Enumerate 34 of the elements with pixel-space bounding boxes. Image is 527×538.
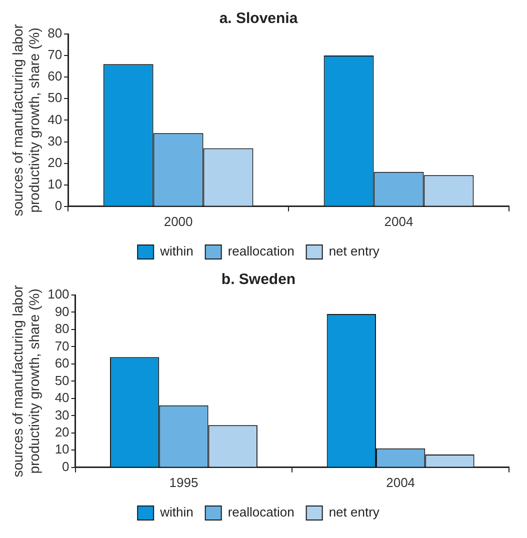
y-tick-label: 70 [48, 47, 62, 62]
y-tick-label: 80 [48, 26, 62, 41]
y-tick-label: 10 [48, 176, 62, 192]
y-tick-label: 30 [54, 407, 70, 422]
legend-label: net entry [328, 504, 380, 520]
y-tick-label: 50 [54, 372, 70, 388]
y-tick-label: 70 [54, 338, 70, 354]
y-tick-label: 60 [54, 356, 70, 371]
y-tick-label: 20 [48, 154, 62, 170]
y-tick-label: 0 [54, 198, 62, 213]
x-tick-label: 2004 [384, 214, 414, 229]
x-tick-label: 1995 [169, 474, 198, 490]
x-tick-label: 2000 [164, 214, 193, 229]
y-tick-label: 30 [48, 133, 62, 148]
y-axis-title: sources of manufacturing labor productivity growth, share (%) [9, 284, 42, 478]
y-tick-label: 90 [54, 304, 70, 319]
legend-label: within [159, 244, 194, 259]
legend-label: reallocation [228, 504, 294, 520]
chart-title: a. Slovenia [219, 10, 298, 28]
y-tick-label: 10 [54, 442, 70, 457]
y-tick-label: 0 [62, 458, 70, 474]
y-tick-label: 50 [48, 90, 62, 106]
y-tick-label: 60 [48, 68, 62, 84]
chart-title: b. Sweden [221, 271, 296, 288]
y-tick-label: 40 [48, 112, 62, 127]
legend-label: net entry [328, 244, 380, 259]
legend-label: within [159, 504, 194, 520]
y-tick-label: 100 [48, 286, 70, 302]
y-tick-label: 20 [54, 424, 70, 440]
y-axis-title: sources of manufacturing labor productivity growth, share (%) [9, 24, 42, 216]
x-tick-label: 2004 [386, 474, 416, 490]
y-tick-label: 40 [54, 390, 70, 406]
y-tick-label: 80 [54, 321, 70, 336]
legend-label: reallocation [228, 244, 294, 259]
